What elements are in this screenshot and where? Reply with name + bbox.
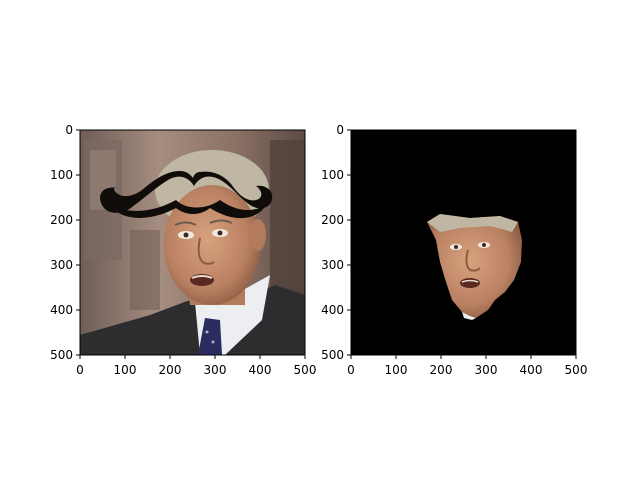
right-axes-frame — [350, 129, 577, 356]
left-x-axis: 0 100 200 300 400 500 — [76, 355, 316, 377]
left-y-tick-label: 100 — [50, 168, 73, 182]
right-image-panel: 0 100 200 300 400 500 0 100 200 300 400 500 — [321, 123, 587, 377]
right-y-tick-label: 100 — [321, 168, 344, 182]
left-axes-frame — [79, 129, 306, 356]
left-x-tick-label: 500 — [294, 363, 317, 377]
right-y-tick-label: 0 — [336, 123, 344, 137]
left-y-tick-label: 200 — [50, 213, 73, 227]
right-y-tick-label: 500 — [321, 348, 344, 362]
right-y-tick-label: 200 — [321, 213, 344, 227]
left-photo — [80, 130, 305, 355]
left-y-tick-label: 300 — [50, 258, 73, 272]
left-image-panel: 0 100 200 300 400 500 0 100 200 300 400 500 — [50, 123, 316, 377]
right-x-tick-label: 0 — [347, 363, 355, 377]
left-y-tick-label: 400 — [50, 303, 73, 317]
right-x-tick-label: 200 — [430, 363, 453, 377]
left-x-tick-label: 100 — [114, 363, 137, 377]
right-y-tick-label: 400 — [321, 303, 344, 317]
right-x-tick-label: 500 — [565, 363, 588, 377]
left-y-axis: 0 100 200 300 400 500 — [50, 123, 80, 362]
left-x-tick-label: 400 — [249, 363, 272, 377]
left-x-tick-label: 0 — [76, 363, 84, 377]
right-x-tick-label: 400 — [520, 363, 543, 377]
left-x-tick-label: 200 — [159, 363, 182, 377]
right-y-tick-label: 300 — [321, 258, 344, 272]
right-x-tick-label: 100 — [385, 363, 408, 377]
left-y-tick-label: 500 — [50, 348, 73, 362]
right-y-axis: 0 100 200 300 400 500 — [321, 123, 351, 362]
left-y-tick-label: 0 — [65, 123, 73, 137]
right-photo — [351, 130, 576, 355]
right-x-tick-label: 300 — [475, 363, 498, 377]
face-cutout — [427, 214, 522, 318]
left-x-tick-label: 300 — [204, 363, 227, 377]
right-x-axis: 0 100 200 300 400 500 — [347, 355, 587, 377]
